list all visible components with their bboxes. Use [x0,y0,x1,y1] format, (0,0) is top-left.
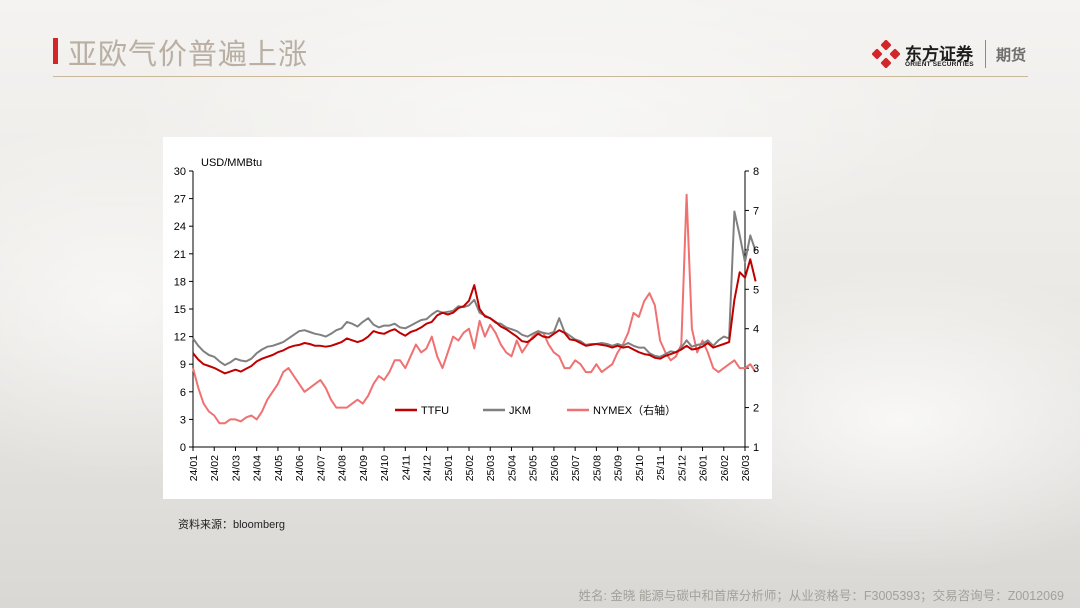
x-tick-label: 24/08 [337,455,349,481]
x-tick-label: 24/11 [400,455,412,481]
y-tick-label: 3 [180,414,186,426]
y-tick-label: 27 [174,194,186,206]
y-tick-label: 21 [174,249,186,261]
chart-panel: 0 3 6 9 12 15 18 21 24 27 30 1 2 3 4 5 6 7 8 24/01 24/02 24/0… [163,137,772,499]
y2-tick-label: 1 [753,442,759,454]
x-tick-label: 25/05 [528,455,540,481]
y2-tick-label: 8 [753,166,759,178]
series-line-nymex [192,193,757,425]
x-tick-label: 25/02 [464,455,476,481]
x-tick-label: 26/01 [698,455,710,481]
x-tick-label: 26/02 [719,455,731,481]
y-tick-label: 30 [174,166,186,178]
analyst-footer: 姓名: 金晓 能源与碳中和首席分析师；从业资格号：F3005393；交易咨询号：… [578,589,1064,603]
y-tick-label: 18 [174,276,186,288]
series-line-ttfu [192,258,757,375]
y2-tick-label: 5 [753,284,759,296]
x-tick-label: 25/06 [549,455,561,481]
chart-source: 资料来源：bloomberg [178,519,285,531]
x-tick-label: 24/10 [379,455,391,481]
x-tick-label: 24/09 [358,455,370,481]
x-tick-label: 24/06 [294,455,306,481]
x-tick-label: 25/04 [506,455,518,481]
x-tick-label: 25/07 [570,455,582,481]
y2-tick-label: 4 [753,324,759,336]
series-line-jkm [192,210,757,367]
x-tick-label: 24/05 [273,455,285,481]
x-tick-label: 25/03 [485,455,497,481]
y2-tick-label: 6 [753,245,759,257]
orient-securities-logo: 东方证券 ORIENT SECURITIES 期货 [872,38,1032,72]
y2-tick-label: 3 [753,363,759,375]
y-tick-label: 12 [174,332,186,344]
y-axis-label: USD/MMBtu [201,157,262,169]
page-title: 亚欧气价普遍上涨 [68,39,309,71]
x-tick-label: 24/04 [252,455,264,481]
x-tick-label: 26/03 [740,455,752,481]
x-tick-label: 25/11 [655,455,667,481]
logo-cn-name: 东方证券 [905,45,973,64]
orient-logo-icon [872,40,900,68]
x-tick-label: 24/03 [230,455,242,481]
x-tick-label: 25/08 [591,455,603,481]
y2-tick-label: 2 [753,403,759,415]
y-tick-label: 24 [174,221,186,233]
y-tick-label: 6 [180,387,186,399]
x-tick-label: 24/07 [315,455,327,481]
x-tick-label: 24/12 [422,455,434,481]
title-accent-bar [53,38,58,64]
legend-label: TTFU [421,405,449,417]
legend-label: JKM [509,405,531,417]
legend-label: NYMEX（右轴） [593,403,676,417]
logo-en-name: ORIENT SECURITIES [905,61,974,68]
x-tick-label: 25/09 [613,455,625,481]
logo-divider [985,40,986,68]
y-tick-label: 9 [180,359,186,371]
x-tick-label: 25/10 [634,455,646,481]
y-tick-label: 0 [180,442,186,454]
y2-tick-label: 7 [753,205,759,217]
x-tick-label: 25/01 [443,455,455,481]
x-tick-label: 24/02 [209,455,221,481]
logo-tag: 期货 [996,47,1027,64]
header-divider [53,76,1028,77]
x-tick-label: 25/12 [676,455,688,481]
y-tick-label: 15 [174,304,186,316]
x-tick-label: 24/01 [188,455,200,481]
